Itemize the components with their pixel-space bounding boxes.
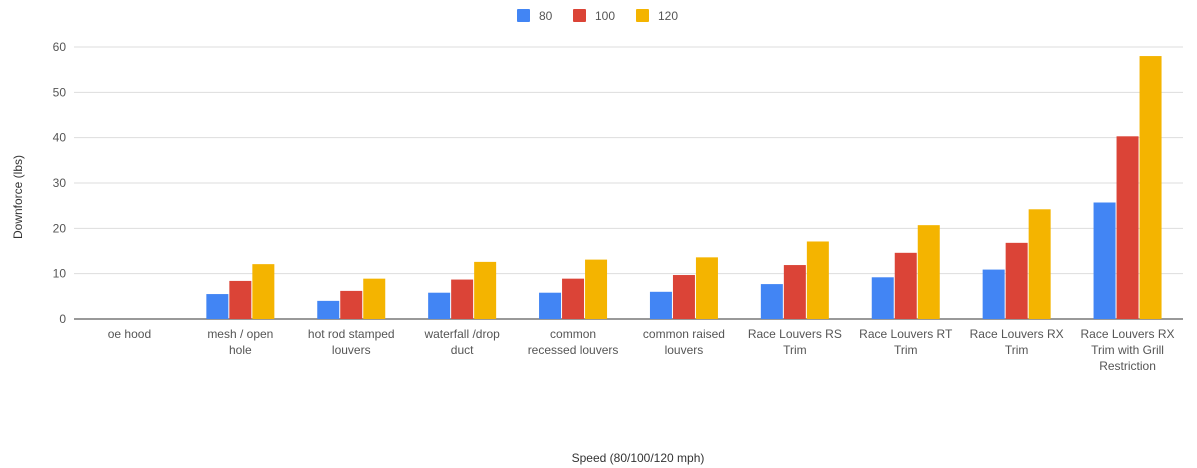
x-category-label: waterfall /drop duct	[423, 327, 500, 357]
bar-series-100	[562, 278, 585, 319]
y-tick-label: 20	[53, 221, 67, 235]
bar-series-80	[760, 284, 783, 319]
bar-series-80	[539, 292, 562, 319]
y-axis-ticks: 0 10 20 30 40 50 60	[53, 40, 67, 326]
bar-series-120	[1028, 209, 1051, 319]
bar-series-100	[894, 252, 917, 319]
bar-series-120	[363, 278, 386, 319]
bar-series-100	[672, 275, 695, 319]
bar-series-120	[474, 261, 497, 319]
x-category-label: Race Louvers RX Trim	[970, 327, 1064, 357]
bar-series-80	[982, 269, 1005, 319]
legend-swatch-100	[573, 9, 586, 22]
legend: 80 100 120	[517, 9, 678, 23]
bar-series-120	[585, 259, 608, 319]
bar-series-120	[252, 264, 275, 319]
y-tick-label: 60	[53, 40, 67, 54]
legend-swatch-120	[636, 9, 649, 22]
x-category-label: common raised louvers	[643, 327, 725, 357]
legend-label-80: 80	[539, 9, 553, 23]
bars	[206, 56, 1162, 320]
legend-label-120: 120	[658, 9, 678, 23]
x-category-label: oe hood	[108, 327, 151, 341]
x-category-label: mesh / open hole	[207, 327, 273, 357]
bar-series-100	[229, 280, 252, 319]
x-category-label: common recessed louvers	[528, 327, 619, 357]
y-tick-label: 10	[53, 267, 67, 281]
x-category-label: Race Louvers RX Trim with Grill Restrictio…	[1081, 327, 1175, 373]
bar-series-120	[695, 257, 718, 319]
bar-series-80	[1093, 202, 1116, 319]
x-category-label: Race Louvers RS Trim	[748, 327, 842, 357]
x-axis-title: Speed (80/100/120 mph)	[572, 451, 705, 465]
bar-series-80	[428, 292, 451, 319]
bar-series-100	[451, 279, 474, 319]
x-category-label: hot rod stamped louvers	[308, 327, 395, 357]
bar-series-100	[1005, 242, 1028, 319]
bar-series-80	[206, 294, 229, 319]
legend-swatch-80	[517, 9, 530, 22]
bar-series-80	[317, 300, 340, 319]
x-axis-category-labels: oe hood mesh / open hole hot rod stamped lou…	[108, 327, 1175, 373]
bar-series-120	[917, 225, 940, 319]
bar-series-120	[806, 241, 829, 319]
y-tick-label: 30	[53, 176, 67, 190]
bar-series-80	[871, 277, 894, 319]
bar-series-80	[649, 291, 672, 319]
y-axis-title: Downforce (lbs)	[11, 155, 25, 239]
bar-series-100	[1116, 136, 1139, 319]
y-tick-label: 40	[53, 131, 67, 145]
y-tick-label: 50	[53, 85, 67, 99]
y-tick-label: 0	[59, 312, 66, 326]
x-category-label: Race Louvers RT Trim	[859, 327, 953, 357]
legend-label-100: 100	[595, 9, 615, 23]
bar-series-120	[1139, 56, 1162, 320]
bar-series-100	[783, 265, 806, 319]
bar-series-100	[340, 290, 363, 319]
